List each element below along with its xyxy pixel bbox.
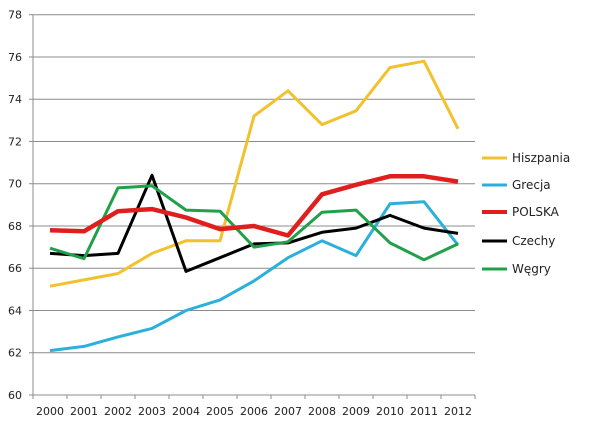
y-tick-label: 78 [8,9,22,22]
gridlines [33,14,475,354]
series-line-polska [49,174,459,238]
series-line-grecja [49,200,460,353]
x-axis: 2000 2001 2002 2003 2004 2005 2006 2007 2008 2009… [32,394,476,418]
legend-item: POLSKA [482,205,560,219]
legend-item: Grecja [482,178,551,192]
legend-label: Grecja [512,178,551,192]
x-tick-label: 2008 [308,405,336,418]
x-tick-label: 2011 [410,405,438,418]
x-tick-label: 2004 [172,405,200,418]
x-tick-label: 2009 [342,405,370,418]
y-tick-label: 76 [8,51,22,64]
x-tick-label: 2012 [444,405,472,418]
y-axis: 60 62 64 66 68 70 72 74 76 78 [8,9,34,402]
x-tick-label: 2000 [36,405,64,418]
series-line-czechy [49,173,459,273]
x-tick-label: 2006 [240,405,268,418]
series-line-węgry [49,184,459,262]
x-tick-label: 2002 [104,405,132,418]
y-tick-label: 72 [8,135,22,148]
y-tick-label: 64 [8,304,22,317]
legend-item: Węgry [482,262,551,276]
x-tick-label: 2010 [376,405,404,418]
y-tick-label: 62 [8,347,22,360]
y-tick-label: 74 [8,93,22,106]
legend-label: POLSKA [512,205,560,219]
y-tick-label: 70 [8,178,22,191]
series-lines [49,59,460,353]
x-tick-label: 2007 [274,405,302,418]
series-line-hiszpania [49,59,460,288]
legend-label: Węgry [512,262,551,276]
legend: Hiszpania Grecja POLSKA Czechy Węgry [482,151,570,276]
legend-item: Hiszpania [482,151,570,165]
y-tick-label: 68 [8,220,22,233]
x-tick-label: 2003 [138,405,166,418]
x-tick-label: 2001 [70,405,98,418]
y-tick-label: 66 [8,262,22,275]
x-tick-label: 2005 [206,405,234,418]
legend-item: Czechy [482,234,555,248]
legend-label: Hiszpania [512,151,570,165]
legend-label: Czechy [512,234,555,248]
y-tick-label: 60 [8,389,22,402]
